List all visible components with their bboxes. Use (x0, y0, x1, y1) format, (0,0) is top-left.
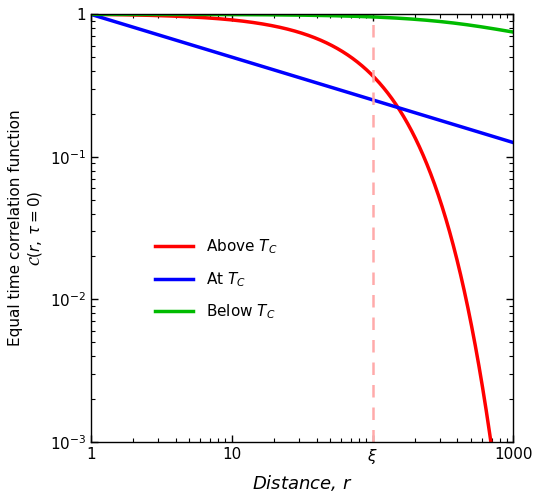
Line: At $T_C$: At $T_C$ (91, 15, 513, 143)
Below $T_C$ (249, 12, 256, 18)
At $T_C$ (161, 34, 167, 40)
Above $T_C$ (249, 20, 256, 26)
Below $T_C$ (457, 21, 463, 27)
Above $T_C$ (268, 23, 274, 29)
Below $T_C$ (268, 12, 274, 18)
Below $T_C$ (510, 29, 517, 35)
X-axis label: Distance, $r$: Distance, $r$ (252, 472, 352, 492)
Legend: Above $T_C$, At $T_C$, Below $T_C$: Above $T_C$, At $T_C$, Below $T_C$ (149, 231, 283, 327)
Below $T_C$ (161, 12, 167, 18)
At $T_C$ (136, 26, 142, 32)
At $T_C$ (268, 66, 274, 72)
Below $T_C$ (136, 12, 142, 18)
Line: Above $T_C$: Above $T_C$ (91, 15, 513, 501)
At $T_C$ (457, 123, 463, 129)
Above $T_C$ (457, 268, 463, 274)
Below $T_C$ (502, 28, 509, 34)
Y-axis label: Equal time correlation function
$\mathcal{C}(r,\, \tau=0)$: Equal time correlation function $\mathca… (8, 110, 44, 346)
Above $T_C$ (136, 12, 142, 18)
Above $T_C$ (161, 13, 167, 19)
Below $T_C$ (88, 12, 94, 18)
Above $T_C$ (88, 12, 94, 18)
At $T_C$ (249, 61, 256, 67)
At $T_C$ (88, 12, 94, 18)
At $T_C$ (502, 137, 509, 143)
At $T_C$ (510, 140, 517, 146)
Line: Below $T_C$: Below $T_C$ (91, 15, 513, 32)
